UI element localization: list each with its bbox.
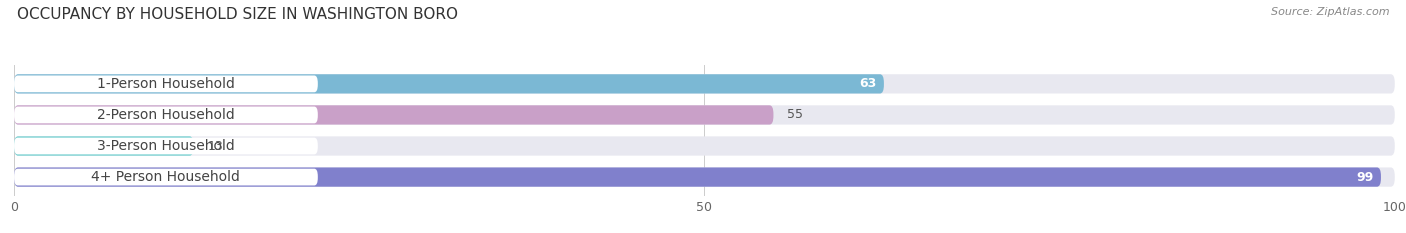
- Text: OCCUPANCY BY HOUSEHOLD SIZE IN WASHINGTON BORO: OCCUPANCY BY HOUSEHOLD SIZE IN WASHINGTO…: [17, 7, 458, 22]
- Text: 99: 99: [1357, 171, 1374, 184]
- FancyBboxPatch shape: [14, 136, 194, 156]
- Text: 4+ Person Household: 4+ Person Household: [91, 170, 240, 184]
- FancyBboxPatch shape: [14, 138, 318, 154]
- Text: 1-Person Household: 1-Person Household: [97, 77, 235, 91]
- FancyBboxPatch shape: [14, 74, 1395, 93]
- Text: 13: 13: [207, 140, 224, 153]
- Text: 2-Person Household: 2-Person Household: [97, 108, 235, 122]
- FancyBboxPatch shape: [14, 75, 318, 92]
- FancyBboxPatch shape: [14, 106, 318, 123]
- Text: 63: 63: [859, 77, 877, 90]
- Text: Source: ZipAtlas.com: Source: ZipAtlas.com: [1271, 7, 1389, 17]
- FancyBboxPatch shape: [14, 168, 1381, 187]
- FancyBboxPatch shape: [14, 105, 1395, 125]
- FancyBboxPatch shape: [14, 105, 773, 125]
- FancyBboxPatch shape: [14, 74, 884, 93]
- FancyBboxPatch shape: [14, 168, 1395, 187]
- Text: 3-Person Household: 3-Person Household: [97, 139, 235, 153]
- FancyBboxPatch shape: [14, 169, 318, 185]
- FancyBboxPatch shape: [14, 136, 1395, 156]
- Text: 55: 55: [787, 108, 803, 121]
